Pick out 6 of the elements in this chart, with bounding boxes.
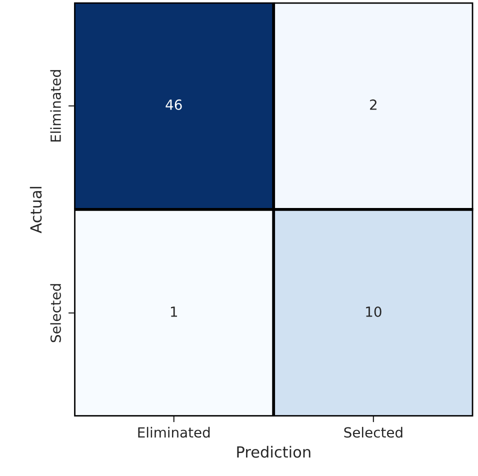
data-label: 1 (170, 306, 178, 317)
data-label: 46 (166, 99, 182, 110)
y-axis-title: Actual (30, 186, 42, 234)
data-label: 10 (366, 306, 382, 317)
data-label: 2 (370, 99, 376, 110)
x-axis-title: Prediction (237, 446, 310, 458)
